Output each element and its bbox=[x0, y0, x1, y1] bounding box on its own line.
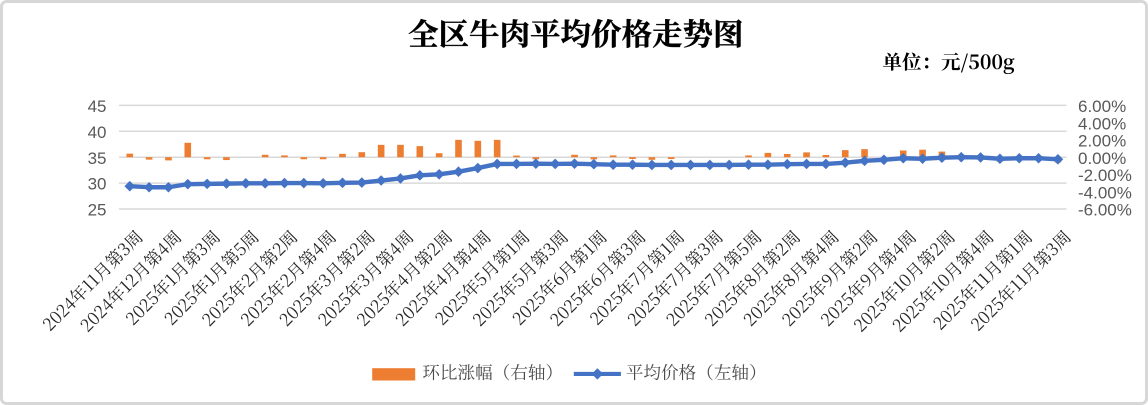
svg-text:40: 40 bbox=[88, 123, 107, 142]
svg-text:0.00%: 0.00% bbox=[1078, 149, 1126, 168]
svg-text:-2.00%: -2.00% bbox=[1078, 166, 1132, 185]
svg-text:30: 30 bbox=[88, 175, 107, 194]
svg-text:2.00%: 2.00% bbox=[1078, 132, 1126, 151]
svg-text:4.00%: 4.00% bbox=[1078, 114, 1126, 133]
svg-text:-4.00%: -4.00% bbox=[1078, 183, 1132, 202]
svg-text:45: 45 bbox=[88, 97, 107, 116]
svg-text:-6.00%: -6.00% bbox=[1078, 201, 1132, 220]
svg-text:25: 25 bbox=[88, 201, 107, 220]
svg-text:6.00%: 6.00% bbox=[1078, 97, 1126, 116]
svg-text:35: 35 bbox=[88, 149, 107, 168]
